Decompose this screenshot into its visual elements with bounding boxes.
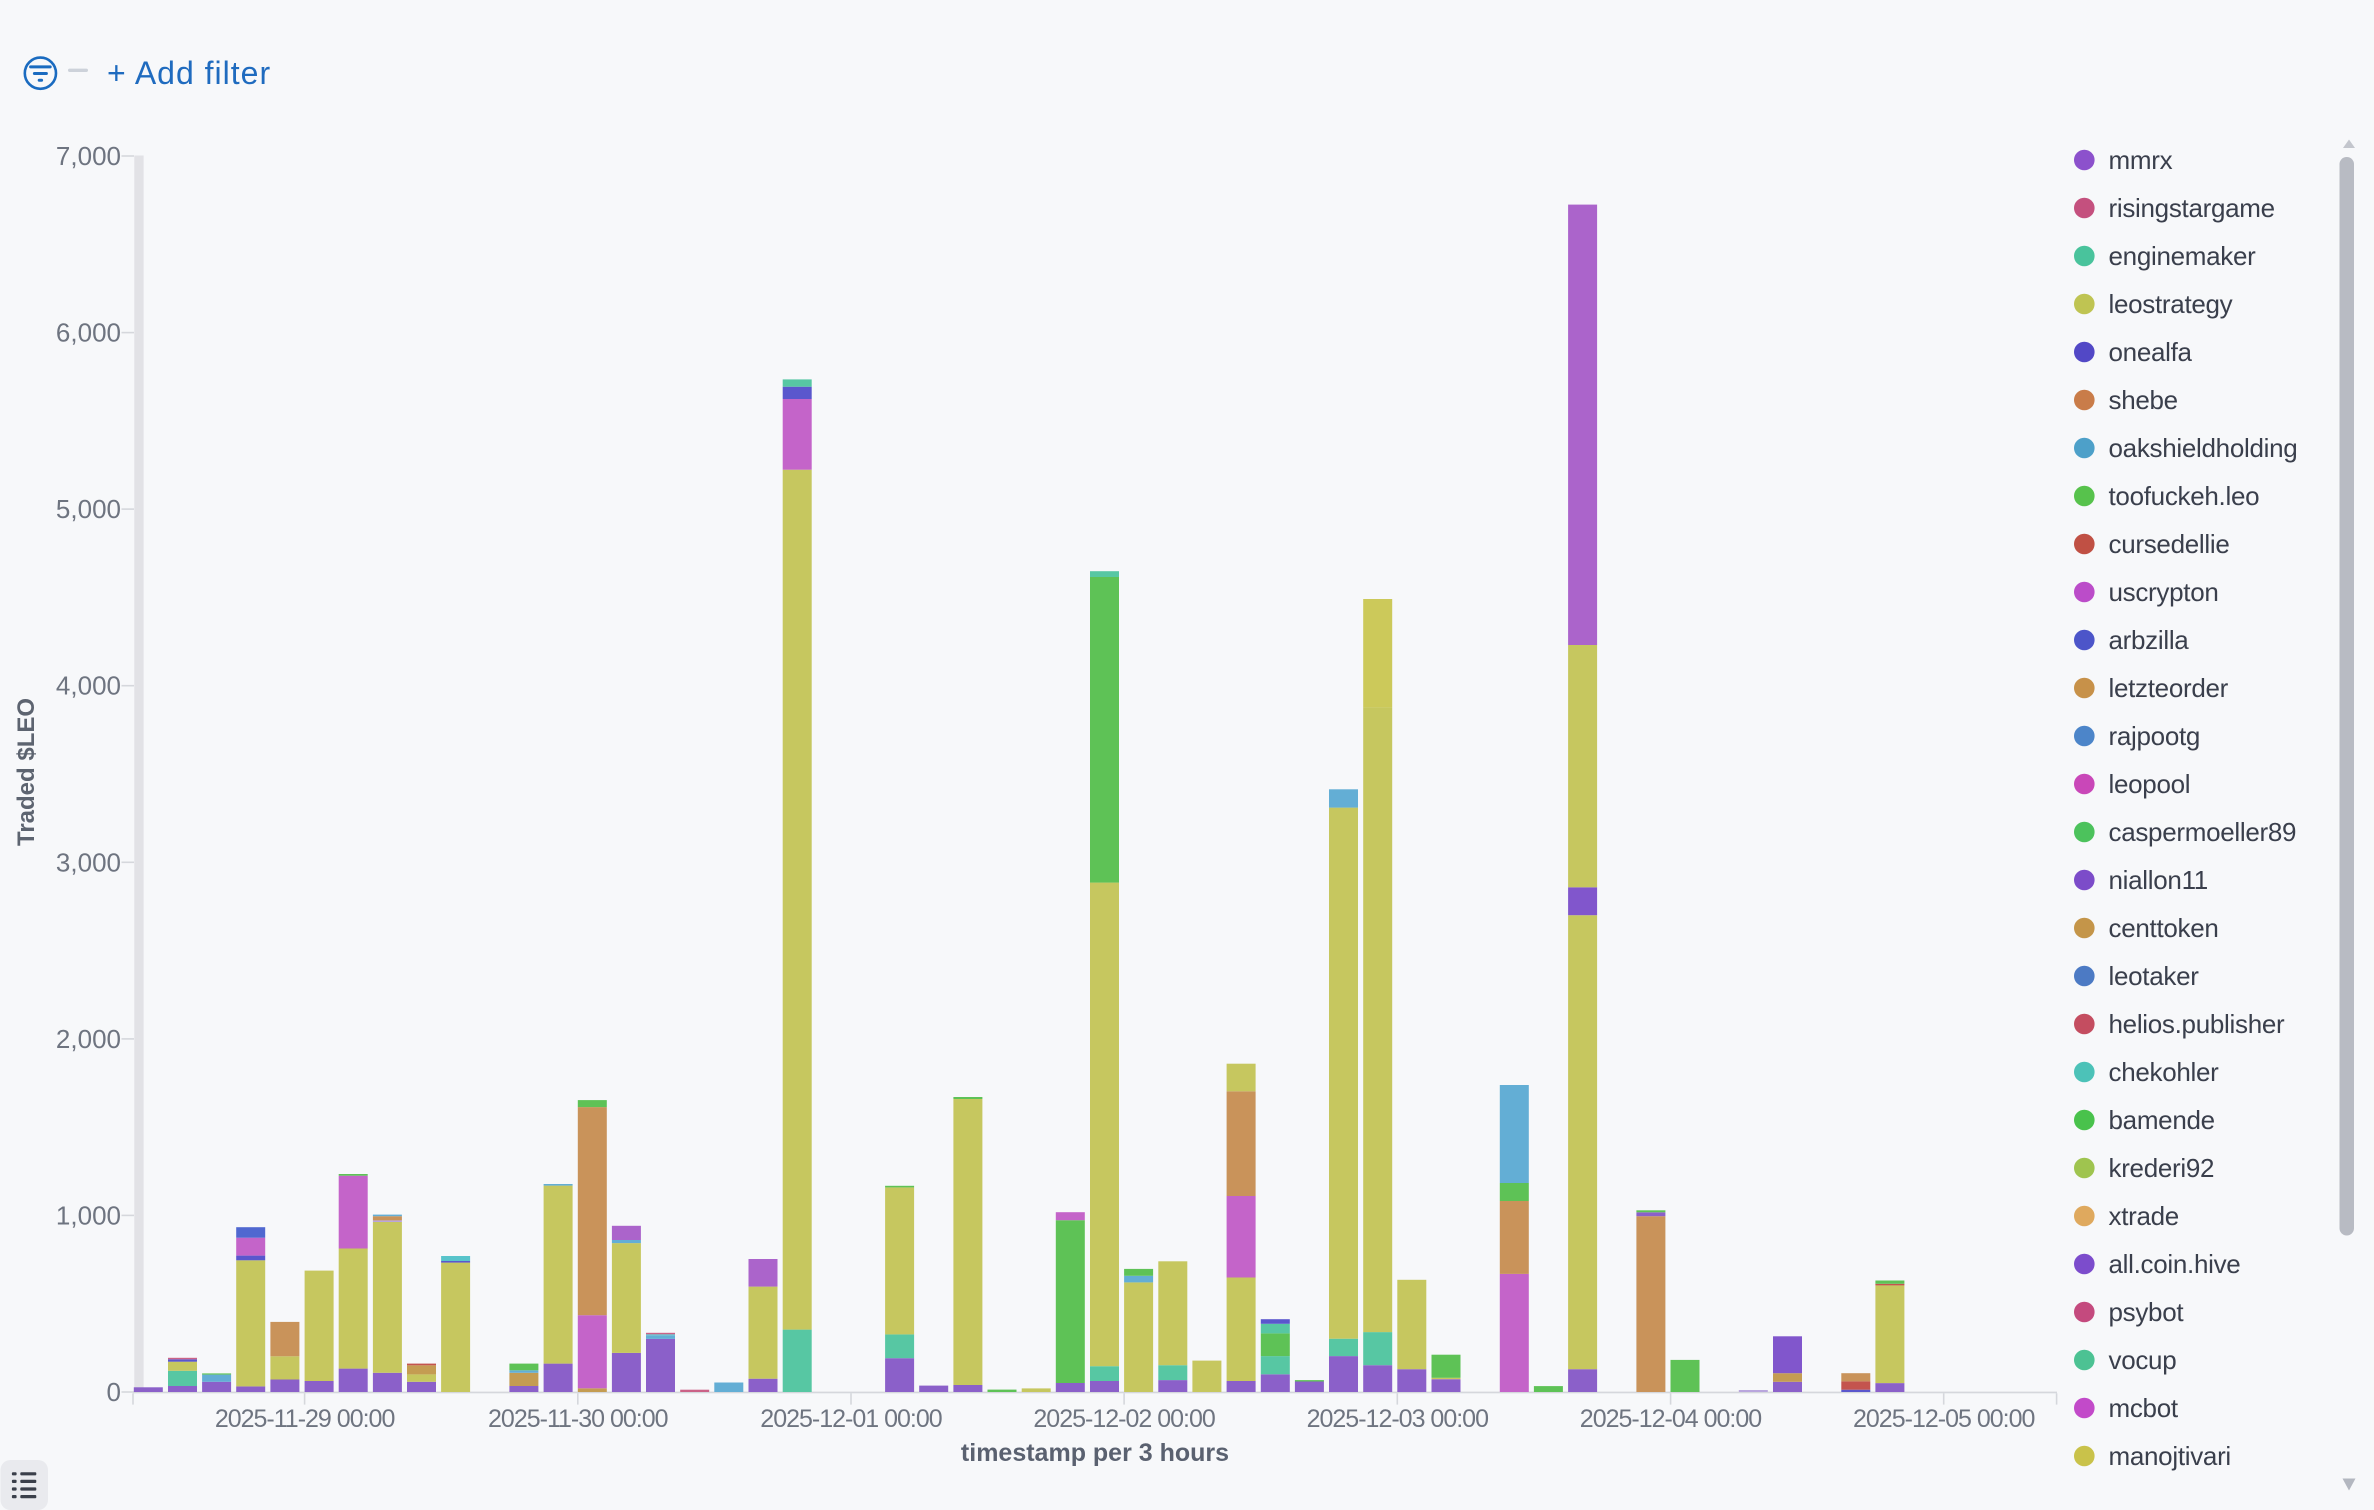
svg-text:2025-12-05 00:00: 2025-12-05 00:00	[1853, 1405, 2034, 1433]
svg-text:leostrategy: leostrategy	[2109, 289, 2233, 319]
svg-text:arbzilla: arbzilla	[2109, 625, 2190, 655]
svg-text:chekohler: chekohler	[2109, 1057, 2220, 1087]
svg-text:mcbot: mcbot	[2109, 1393, 2179, 1423]
svg-text:enginemaker: enginemaker	[2109, 241, 2257, 271]
svg-text:timestamp per 3 hours: timestamp per 3 hours	[961, 1439, 1229, 1467]
svg-text:cursedellie: cursedellie	[2109, 529, 2230, 559]
svg-text:+ Add filter: + Add filter	[107, 55, 271, 91]
svg-text:niallon11: niallon11	[2109, 865, 2208, 895]
svg-text:all.coin.hive: all.coin.hive	[2109, 1249, 2241, 1279]
svg-text:uscrypton: uscrypton	[2109, 577, 2219, 607]
svg-text:onealfa: onealfa	[2109, 337, 2193, 367]
svg-text:letzteorder: letzteorder	[2109, 673, 2229, 703]
svg-text:caspermoeller89: caspermoeller89	[2109, 817, 2297, 847]
svg-text:2025-12-02 00:00: 2025-12-02 00:00	[1033, 1405, 1214, 1433]
svg-text:vocup: vocup	[2109, 1345, 2177, 1375]
svg-text:helios.publisher: helios.publisher	[2109, 1009, 2286, 1039]
svg-text:2,000: 2,000	[56, 1024, 121, 1054]
svg-text:krederi92: krederi92	[2109, 1153, 2215, 1183]
svg-text:centtoken: centtoken	[2109, 913, 2219, 943]
svg-text:2025-12-03 00:00: 2025-12-03 00:00	[1307, 1405, 1488, 1433]
svg-text:Traded $LEO: Traded $LEO	[13, 698, 40, 846]
svg-text:xtrade: xtrade	[2109, 1201, 2179, 1231]
svg-text:7,000: 7,000	[56, 141, 121, 171]
svg-text:2025-12-04 00:00: 2025-12-04 00:00	[1580, 1405, 1761, 1433]
svg-text:bamende: bamende	[2109, 1105, 2215, 1135]
svg-text:leotaker: leotaker	[2109, 961, 2200, 991]
svg-text:2025-12-01 00:00: 2025-12-01 00:00	[760, 1405, 941, 1433]
svg-text:shebe: shebe	[2109, 385, 2178, 415]
svg-text:3,000: 3,000	[56, 847, 121, 877]
svg-text:oakshieldholding: oakshieldholding	[2109, 433, 2298, 463]
svg-text:psybot: psybot	[2109, 1297, 2185, 1327]
svg-text:toofuckeh.leo: toofuckeh.leo	[2109, 481, 2260, 511]
svg-text:0: 0	[107, 1377, 121, 1407]
svg-text:risingstargame: risingstargame	[2109, 193, 2275, 223]
svg-text:4,000: 4,000	[56, 671, 121, 701]
svg-text:5,000: 5,000	[56, 494, 121, 524]
svg-text:1,000: 1,000	[56, 1200, 121, 1230]
svg-text:rajpootg: rajpootg	[2109, 721, 2201, 751]
svg-text:manojtivari: manojtivari	[2109, 1441, 2231, 1471]
svg-text:2025-11-30 00:00: 2025-11-30 00:00	[488, 1405, 668, 1433]
svg-text:2025-11-29 00:00: 2025-11-29 00:00	[215, 1405, 395, 1433]
svg-text:mmrx: mmrx	[2109, 145, 2173, 175]
svg-text:leopool: leopool	[2109, 769, 2191, 799]
svg-text:6,000: 6,000	[56, 318, 121, 348]
